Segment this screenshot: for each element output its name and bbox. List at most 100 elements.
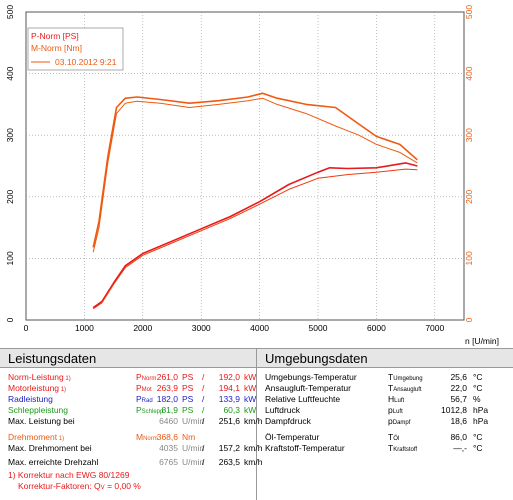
row-value-1: 4035 (159, 443, 178, 453)
series-line-1 (92, 162, 418, 309)
row-symbol-sub: Rad (141, 398, 153, 404)
row-label: Drehmoment 1) (8, 432, 65, 442)
row-symbol: PSchlepp (136, 405, 164, 415)
row-unit-1: PS (182, 372, 194, 382)
row-value-2: 251,6 (218, 416, 240, 426)
row-unit-1: U/min (182, 443, 205, 453)
row-label: Dampfdruck (265, 416, 311, 426)
umgebung-row: Umgebungs-Temperatur TUmgebung 25,6 °C (265, 372, 513, 383)
row-unit-2: kW (244, 372, 257, 382)
row-separator: / (202, 394, 205, 404)
row-value: 1012,8 (441, 405, 467, 415)
row-symbol: TKraftstoff (388, 443, 418, 453)
row-separator: / (202, 416, 205, 426)
legend-entry-p-norm: P-Norm [PS] (31, 31, 79, 41)
row-unit: °C (473, 372, 483, 382)
row-label: Radleistung (8, 394, 53, 404)
leistungsdaten-header: Leistungsdaten (0, 348, 256, 368)
row-symbol-sub: Mot (141, 387, 152, 393)
row-unit: hPa (473, 405, 489, 415)
row-symbol: PRad (136, 394, 153, 404)
row-unit-1: PS (182, 394, 194, 404)
umgebung-row: Kraftstoff-Temperatur TKraftstoff —,- °C (265, 443, 513, 454)
row-value-2: 157,2 (218, 443, 240, 453)
y-tick-label-left: 0 (5, 317, 15, 322)
row-label: Motorleistung 1) (8, 383, 67, 393)
row-value: —,- (453, 443, 467, 453)
row-symbol-sub: Schlepp (141, 409, 164, 415)
row-symbol: PNorm (136, 372, 157, 382)
row-unit-1: Nm (182, 432, 196, 442)
row-unit-1: U/min (182, 457, 205, 467)
umgebungsdaten-header: Umgebungsdaten (257, 348, 513, 368)
row-value-1: 6765 (159, 457, 178, 467)
row-value: 18,6 (450, 416, 467, 426)
row-label: Norm-Leistung 1) (8, 372, 71, 382)
row-unit-1: PS (182, 383, 194, 393)
row-label: Max. Drehmoment bei (8, 443, 92, 453)
row-symbol-sub: Dampf (392, 420, 411, 426)
row-value: 25,6 (450, 372, 467, 382)
row-value-2: 60,3 (223, 405, 240, 415)
row-symbol: PMot (136, 383, 152, 393)
y-tick-label-left: 100 (5, 251, 15, 265)
series-line-3 (92, 92, 418, 248)
row-symbol-sub: Norm (141, 376, 157, 382)
y-tick-label-right: 200 (464, 189, 474, 203)
x-tick-label: 3000 (192, 323, 211, 333)
row-value-1: 368,6 (156, 432, 178, 442)
y-tick-label-right: 300 (464, 128, 474, 142)
y-tick-label-left: 200 (5, 189, 15, 203)
row-symbol: pDampf (388, 416, 411, 426)
row-unit: % (473, 394, 481, 404)
row-symbol-sub: Kraftstoff (393, 447, 418, 453)
x-tick-label: 2000 (133, 323, 152, 333)
series-line-2 (92, 168, 418, 310)
row-unit: °C (473, 383, 483, 393)
series-line-4 (92, 97, 418, 253)
row-value-1: 263,9 (156, 383, 178, 393)
y-tick-label-right: 100 (464, 251, 474, 265)
leistung-row: Max. erreichte Drehzahl 6765 U/min/ 263,5 km… (8, 457, 262, 468)
row-unit-2: kW (244, 383, 257, 393)
leistung-row: Norm-Leistung 1) PNorm 261,0 PS / 192,0 kW (8, 372, 256, 383)
footnote-mark: 1) (57, 436, 65, 442)
row-unit-2: km/h (244, 443, 263, 453)
x-tick-label: 4000 (250, 323, 269, 333)
row-unit-2: km/h (244, 457, 263, 467)
row-symbol: HLuft (388, 394, 405, 404)
leistung-row: Motorleistung 1) PMot 263,9 PS / 194,1 kW (8, 383, 256, 394)
legend-box (27, 27, 124, 71)
umgebung-row: Relative Luftfeuchte HLuft 56,7% (265, 394, 513, 405)
legend-entry-m-norm: M-Norm [Nm] (31, 43, 82, 53)
row-separator: / (202, 372, 205, 382)
row-symbol-sub: Luft (394, 398, 405, 404)
legend-entry-date: 03.10.2012 9:21 (55, 57, 117, 67)
row-symbol-sub: Norm (143, 436, 158, 442)
row-label: Öl-Temperatur (265, 432, 320, 442)
row-label: Ansaugluft-Temperatur (265, 383, 351, 393)
row-symbol-sub: Luft (392, 409, 403, 415)
y-tick-label-left: 500 (5, 5, 15, 19)
row-unit: °C (473, 443, 483, 453)
row-value-1: 182,0 (156, 394, 178, 404)
leistung-row: Radleistung PRad 182,0 PS / 133,9 kW (8, 394, 256, 405)
row-value-1: 81,9 (161, 405, 178, 415)
panel-divider (256, 348, 257, 500)
row-symbol: TUmgebung (388, 372, 423, 382)
x-tick-label: 5000 (309, 323, 328, 333)
row-separator: / (202, 443, 205, 453)
row-unit-2: km/h (244, 416, 263, 426)
row-symbol: MNorm (136, 432, 158, 442)
row-label: Relative Luftfeuchte (265, 394, 341, 404)
umgebung-row: Luftdruck pLuft 1012,8 hPa (265, 405, 513, 416)
row-label: Schleppleistung (8, 405, 69, 415)
row-symbol: pLuft (388, 405, 403, 415)
row-label: Max. erreichte Drehzahl (8, 457, 99, 467)
row-symbol-sub: Öl (393, 436, 400, 442)
row-unit: °C (473, 432, 483, 442)
row-label: Kraftstoff-Temperatur (265, 443, 345, 453)
row-label: Max. Leistung bei (8, 416, 75, 426)
leistung-row: Schleppleistung PSchlepp 81,9 PS / 60,3 kW (8, 405, 256, 416)
